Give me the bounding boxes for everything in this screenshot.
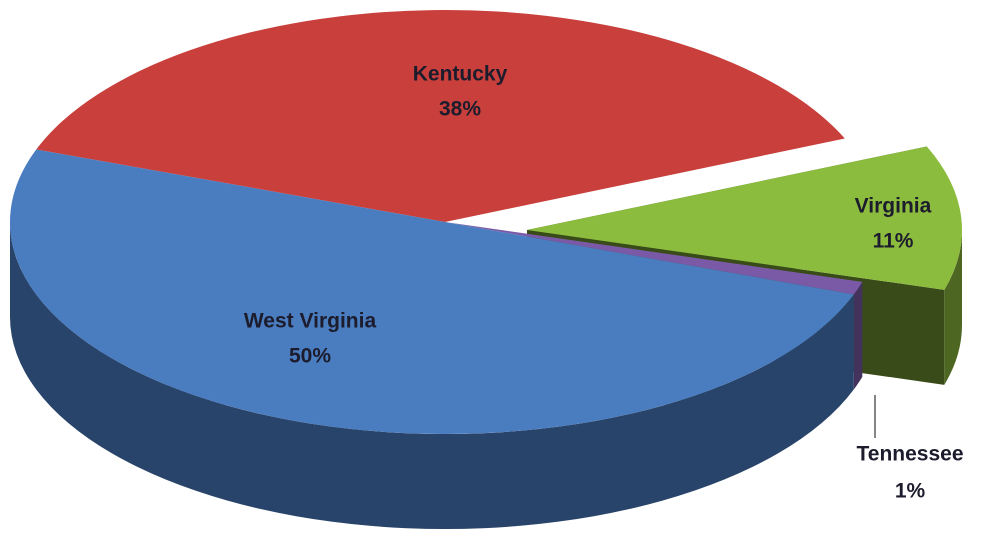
slice-value-label: 1%: [895, 480, 926, 503]
slice-side: [853, 281, 863, 390]
slice: [527, 146, 962, 290]
slice: [9, 149, 854, 435]
slice-value-label: 38%: [439, 98, 481, 121]
slice-label: Virginia: [855, 195, 932, 218]
slice-label: West Virginia: [244, 310, 377, 333]
slice-side: [944, 230, 962, 385]
slice-value-label: 50%: [289, 345, 331, 368]
slice-label: Kentucky: [413, 63, 508, 86]
slice: [445, 222, 863, 295]
slice-side: [10, 222, 854, 529]
slice-value-label: 11%: [873, 230, 914, 253]
slice-label: Tennessee: [857, 443, 964, 466]
slice: [36, 10, 845, 223]
